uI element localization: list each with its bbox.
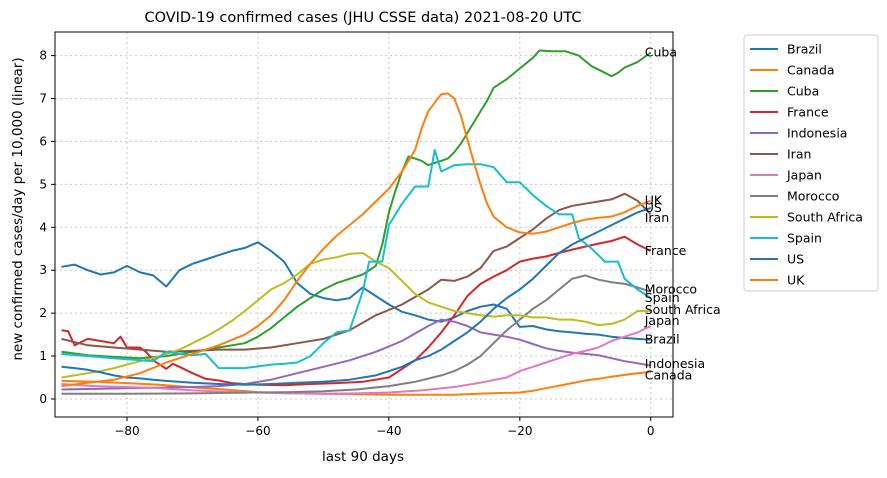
- y-tick-label: 7: [39, 92, 47, 106]
- legend-label: Canada: [787, 63, 835, 78]
- x-tick-label: −80: [114, 424, 139, 438]
- y-tick-label: 1: [39, 349, 47, 363]
- end-label: France: [645, 243, 687, 258]
- series-line-cuba: [61, 49, 652, 360]
- legend-label: Indonesia: [787, 126, 847, 141]
- grid: [55, 32, 673, 417]
- legend-label: Spain: [787, 231, 822, 246]
- chart-title: COVID-19 confirmed cases (JHU CSSE data)…: [144, 10, 581, 26]
- y-tick-label: 2: [39, 306, 47, 320]
- legend-label: France: [787, 105, 829, 120]
- series-line-canada: [61, 370, 651, 396]
- end-label: UK: [645, 193, 663, 208]
- y-tick-label: 4: [39, 220, 47, 234]
- end-label: Japan: [644, 313, 680, 328]
- x-axis-label: last 90 days: [322, 449, 404, 465]
- y-axis-label: new confirmed cases/day per 10,000 (line…: [10, 57, 26, 360]
- y-tick-label: 8: [39, 49, 47, 63]
- x-tick-label: −20: [507, 424, 532, 438]
- plot-frame: [54, 31, 674, 418]
- axes: −80 −60 −40 −20 0 0 1 2 3 4 5 6 7 8: [39, 31, 674, 438]
- legend-label: Cuba: [787, 84, 819, 99]
- series-line-brazil: [61, 241, 651, 341]
- legend-label: Brazil: [787, 42, 822, 57]
- legend: Brazil Canada Cuba France Indonesia Iran Japan…: [743, 34, 879, 292]
- end-label: Cuba: [645, 45, 677, 60]
- series-lines: [61, 49, 652, 396]
- y-tick-label: 6: [39, 134, 47, 148]
- end-label: Canada: [645, 367, 693, 382]
- y-tick-label: 3: [39, 263, 47, 277]
- legend-box: [743, 34, 879, 292]
- series-line-iran: [61, 192, 652, 353]
- series-line-morocco: [61, 274, 652, 395]
- end-label: Iran: [645, 210, 669, 225]
- series-line-france: [61, 235, 652, 387]
- end-label: South Africa: [645, 302, 721, 317]
- legend-label: Iran: [787, 147, 811, 162]
- y-tick-label: 0: [39, 392, 47, 406]
- series-line-indonesia: [61, 318, 651, 391]
- end-label: Morocco: [645, 282, 697, 297]
- legend-label: US: [787, 252, 804, 267]
- legend-label: Morocco: [787, 189, 839, 204]
- y-tick-label: 5: [39, 177, 47, 191]
- end-label: US: [645, 200, 662, 215]
- x-tick-label: −40: [376, 424, 401, 438]
- series-line-us: [61, 207, 652, 386]
- x-tick-label: 0: [647, 424, 655, 438]
- legend-label: Japan: [786, 168, 822, 183]
- end-label: Indonesia: [645, 356, 705, 371]
- series-line-uk: [61, 92, 652, 388]
- end-label: Brazil: [645, 332, 680, 347]
- legend-label: South Africa: [787, 210, 863, 225]
- end-label: Spain: [645, 290, 680, 305]
- legend-label: UK: [787, 273, 805, 288]
- series-line-spain: [61, 149, 652, 370]
- series-line-japan: [61, 325, 652, 395]
- x-tick-label: −60: [245, 424, 270, 438]
